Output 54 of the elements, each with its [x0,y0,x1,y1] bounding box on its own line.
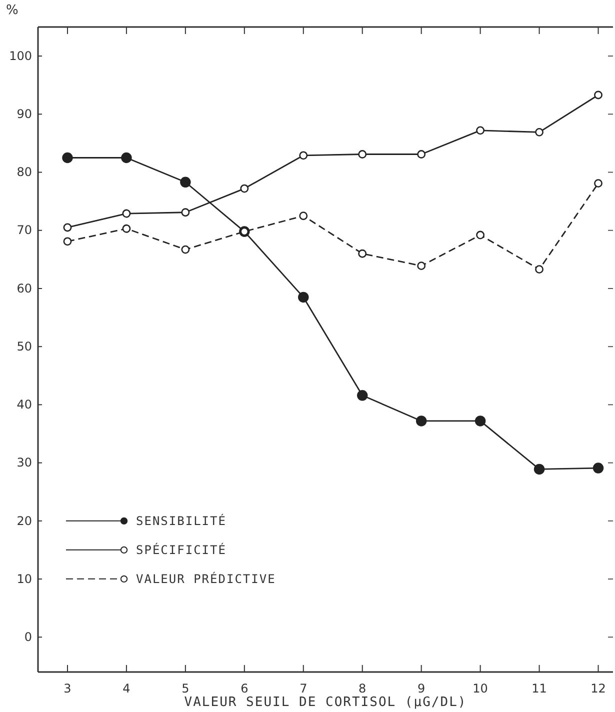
point [181,245,190,254]
legend-label: SENSIBILITÉ [136,512,226,528]
y-tick-label: 100 [9,48,32,63]
x-tick-label: 11 [532,682,547,696]
point [476,230,485,240]
x-tick-label: 4 [122,682,130,696]
y-tick-label: 50 [16,339,32,354]
point [476,126,485,135]
point [416,416,427,426]
point [592,462,604,474]
legend-label: VALEUR PRÉDICTIVE [136,570,276,586]
y-axis-title: % [6,3,18,18]
y-tick-label: 70 [16,223,32,238]
point [122,209,131,218]
point [417,150,426,158]
point [594,179,602,188]
point [121,152,132,164]
point [122,224,131,233]
point [358,150,367,158]
point [63,223,72,232]
y-tick-label: 30 [16,456,32,470]
x-tick-label: 6 [240,682,248,696]
y-tick-label: 20 [16,514,32,528]
x-tick-label: 5 [182,682,190,696]
y-tick-label: 10 [16,572,32,586]
y-tick-label: 0 [24,630,32,644]
point [417,262,426,270]
point [63,237,72,246]
x-tick-label: 9 [418,682,426,696]
x-tick-label: 12 [590,682,606,696]
y-tick-label: 90 [16,107,32,121]
point [299,212,308,220]
point [535,128,544,136]
point [180,176,191,188]
point [181,208,190,217]
x-tick-label: 3 [64,682,72,696]
x-tick-label: 8 [358,682,366,696]
point [240,184,249,193]
point [474,416,486,426]
legend-label: SPÉCIFICITÉ [136,542,226,557]
point [534,464,545,475]
point [62,152,73,164]
x-axis-title: VALEUR SEUIL DE CORTISOL (µG/DL) [184,695,467,710]
point [358,249,367,258]
x-tick-label: 10 [472,682,488,696]
point [535,265,544,274]
point [298,292,309,303]
point [299,151,308,160]
y-tick-label: 40 [16,398,32,412]
x-tick-label: 7 [300,682,308,696]
point [594,90,602,100]
y-tick-label: 80 [16,165,32,180]
y-tick-label: 60 [16,281,32,296]
point [356,390,368,401]
